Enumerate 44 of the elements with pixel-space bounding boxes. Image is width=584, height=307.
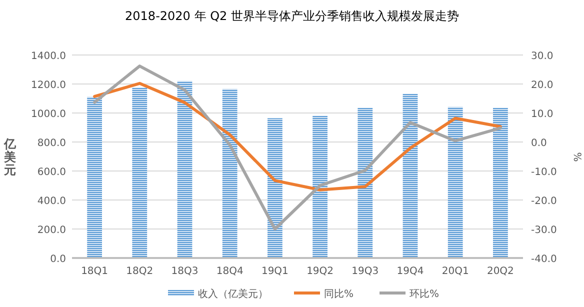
legend-label: 同比% xyxy=(324,288,354,300)
x-tick-label: 18Q4 xyxy=(216,266,244,277)
y2-tick-label: 10.0 xyxy=(531,109,554,120)
x-tick-label: 20Q2 xyxy=(486,266,514,277)
bar xyxy=(493,108,508,258)
y-tick-label: 200.0 xyxy=(37,225,66,236)
line-series xyxy=(93,64,502,230)
x-tick-label: 18Q2 xyxy=(126,266,154,277)
legend-label: 环比% xyxy=(410,288,440,300)
bar xyxy=(87,96,102,258)
bar xyxy=(402,94,418,258)
y-tick-label: 1400.0 xyxy=(31,51,66,62)
x-tick-label: 20Q1 xyxy=(442,266,469,277)
y2-axis-title: % xyxy=(571,152,582,162)
y2-tick-label: -40.0 xyxy=(531,254,557,265)
y-axis-title: 亿美元 xyxy=(3,137,17,177)
y-tick-label: 800.0 xyxy=(37,138,66,149)
bar xyxy=(222,88,238,258)
y2-tick-label: 20.0 xyxy=(531,80,554,91)
x-tick-label: 18Q1 xyxy=(81,266,108,277)
y-tick-label: 1200.0 xyxy=(31,80,66,91)
y2-tick-label: -10.0 xyxy=(531,167,557,178)
bar xyxy=(358,108,373,258)
y2-tick-label: -20.0 xyxy=(531,196,557,207)
line-series xyxy=(93,82,502,192)
x-tick-label: 19Q1 xyxy=(261,266,288,277)
y-tick-label: 1000.0 xyxy=(31,109,66,120)
chart-title: 2018-2020 年 Q2 世界半导体产业分季销售收入规模发展走势 xyxy=(125,9,459,23)
x-tick-label: 19Q2 xyxy=(306,266,334,277)
y-tick-label: 600.0 xyxy=(37,167,66,178)
bar xyxy=(268,118,282,258)
x-tick-label: 18Q3 xyxy=(171,266,198,277)
y2-tick-label: 0.0 xyxy=(531,138,547,149)
y-tick-label: 0.0 xyxy=(50,254,66,265)
bar xyxy=(177,80,192,258)
bar xyxy=(448,106,463,258)
legend-label: 收入（亿美元） xyxy=(198,288,268,300)
y2-tick-label: 30.0 xyxy=(531,51,554,62)
x-tick-label: 19Q4 xyxy=(396,266,424,277)
y-tick-label: 400.0 xyxy=(37,196,66,207)
bar xyxy=(312,116,328,258)
y2-tick-label: -30.0 xyxy=(531,225,557,236)
x-tick-label: 19Q3 xyxy=(352,266,379,277)
bar xyxy=(132,88,148,258)
